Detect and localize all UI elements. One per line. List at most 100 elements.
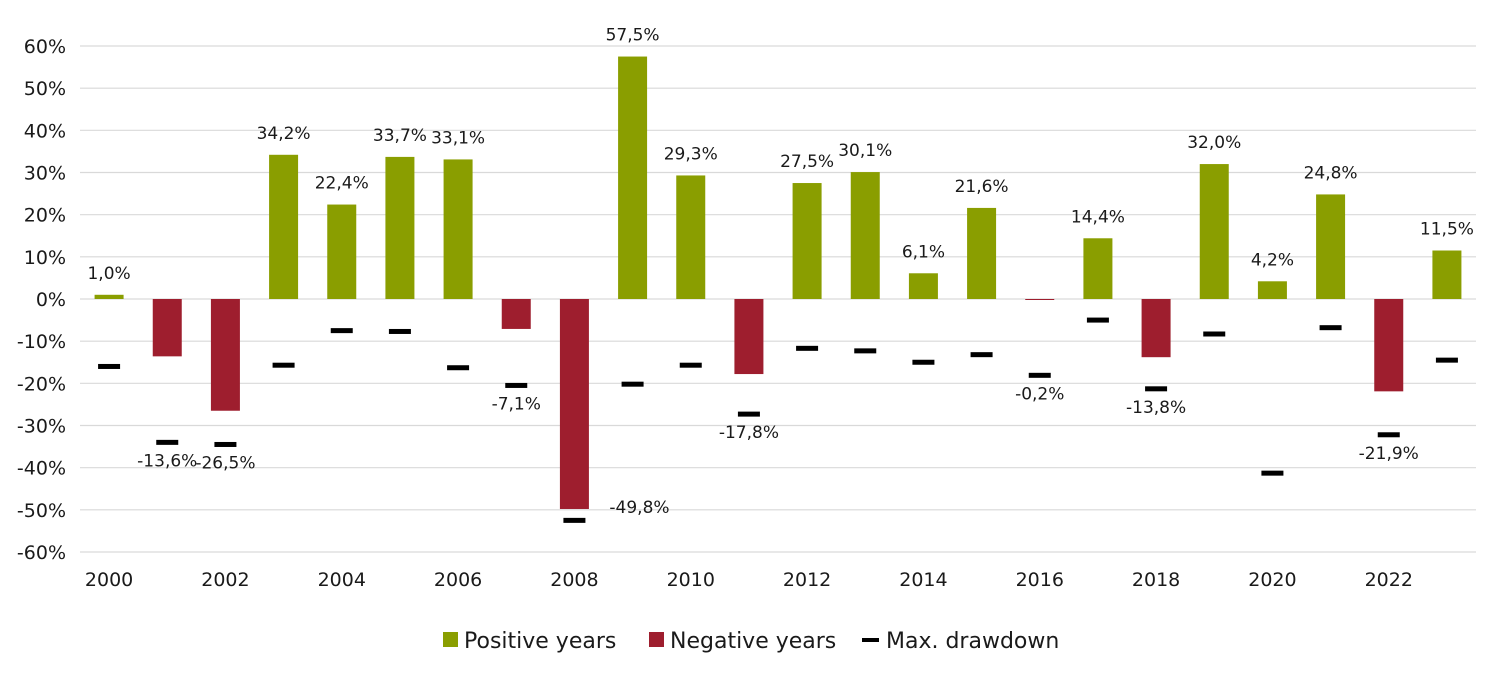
y-axis: 60% 50% 40% 30% 20% 10% 0% -10% -20% -30% -40% -50%… <box>17 36 66 564</box>
bar-positive <box>1316 194 1346 299</box>
y-tick-label: -40% <box>17 458 66 480</box>
data-label: 11,5% <box>1420 220 1474 240</box>
bar-negative <box>1374 299 1404 392</box>
drawdown-marker <box>1435 357 1458 363</box>
drawdown-marker <box>737 411 760 417</box>
legend-label-positive: Positive years <box>464 629 616 654</box>
legend-swatch-negative <box>649 632 664 647</box>
data-label: 33,7% <box>373 126 427 146</box>
drawdown-marker <box>621 381 644 387</box>
bar-positive <box>327 204 357 299</box>
data-label: 34,2% <box>257 124 311 144</box>
bar-positive <box>850 172 880 299</box>
bar-positive <box>269 154 299 299</box>
drawdown-markers <box>98 317 1458 523</box>
y-tick-label: -20% <box>17 373 66 395</box>
bar-negative <box>1025 299 1055 300</box>
y-tick-label: 60% <box>24 36 66 58</box>
drawdown-marker <box>912 359 935 365</box>
y-tick-label: 10% <box>24 247 66 269</box>
y-tick-label: -30% <box>17 416 66 438</box>
drawdown-marker <box>970 352 993 358</box>
drawdown-marker <box>330 328 353 334</box>
drawdown-marker <box>563 517 586 523</box>
data-label: -13,8% <box>1126 398 1186 418</box>
y-tick-label: 50% <box>24 78 66 100</box>
bar-positive <box>1083 238 1113 299</box>
bar-negative <box>734 299 764 375</box>
y-tick-label: 40% <box>24 120 66 142</box>
data-label: -17,8% <box>719 423 779 443</box>
data-label: -7,1% <box>492 394 541 414</box>
drawdown-marker <box>679 362 702 368</box>
drawdown-marker <box>1319 325 1342 331</box>
x-tick-label: 2002 <box>201 569 249 591</box>
drawdown-marker <box>98 363 121 369</box>
y-tick-label: -10% <box>17 331 66 353</box>
bars <box>94 56 1462 509</box>
drawdown-marker <box>854 348 877 354</box>
bar-negative <box>152 299 182 357</box>
x-tick-label: 2014 <box>899 569 947 591</box>
y-tick-label: -60% <box>17 542 66 564</box>
data-label: 32,0% <box>1187 133 1241 153</box>
data-label: -0,2% <box>1015 384 1064 404</box>
bar-positive <box>967 207 997 299</box>
bar-positive <box>792 183 822 299</box>
bar-negative <box>1141 299 1171 358</box>
data-label: -21,9% <box>1359 444 1419 464</box>
bar-positive <box>94 294 124 299</box>
legend-swatch-drawdown <box>862 638 879 642</box>
x-tick-label: 2006 <box>434 569 482 591</box>
data-label: 21,6% <box>955 177 1009 197</box>
bar-positive <box>676 175 706 299</box>
data-label: 29,3% <box>664 144 718 164</box>
drawdown-marker <box>1261 470 1284 476</box>
legend: Positive years Negative years Max. drawd… <box>443 629 1059 654</box>
bar-positive <box>385 156 415 299</box>
x-tick-label: 2012 <box>783 569 831 591</box>
x-tick-label: 2020 <box>1248 569 1296 591</box>
bar-positive <box>618 56 648 299</box>
drawdown-marker <box>1145 386 1168 392</box>
x-tick-label: 2008 <box>550 569 598 591</box>
drawdown-marker <box>1377 432 1400 438</box>
data-label: 22,4% <box>315 174 369 194</box>
drawdown-marker <box>1028 372 1051 378</box>
x-tick-label: 2000 <box>85 569 133 591</box>
data-label: 6,1% <box>902 242 945 262</box>
bar-negative <box>559 299 589 509</box>
drawdown-marker <box>1086 317 1109 323</box>
drawdown-marker <box>505 382 528 388</box>
y-tick-label: 0% <box>36 289 66 311</box>
drawdown-marker <box>447 365 470 371</box>
y-tick-label: 20% <box>24 205 66 227</box>
data-label: 57,5% <box>606 26 660 46</box>
data-label: 30,1% <box>838 141 892 161</box>
legend-label-negative: Negative years <box>670 629 836 654</box>
drawdown-marker <box>214 441 237 447</box>
bar-positive <box>1432 250 1462 299</box>
data-label: 1,0% <box>87 264 130 284</box>
bar-negative <box>210 299 240 411</box>
x-tick-label: 2022 <box>1365 569 1413 591</box>
legend-swatch-positive <box>443 632 458 647</box>
drawdown-marker <box>796 345 819 351</box>
y-tick-label: 30% <box>24 163 66 185</box>
data-label: 27,5% <box>780 152 834 172</box>
drawdown-marker <box>156 439 179 445</box>
data-labels: 1,0% -13,6%-26,5% 34,2% 22,4% 33,7% 33,1% -7,1… <box>87 26 1473 518</box>
bar-positive <box>908 273 938 299</box>
drawdown-marker <box>1203 331 1226 337</box>
data-label: -26,5% <box>195 453 255 473</box>
y-tick-label: -50% <box>17 500 66 522</box>
x-tick-label: 2016 <box>1016 569 1064 591</box>
data-label: 24,8% <box>1304 163 1358 183</box>
x-tick-label: 2018 <box>1132 569 1180 591</box>
data-label: -13,6% <box>137 451 197 471</box>
legend-label-drawdown: Max. drawdown <box>886 629 1059 654</box>
bar-positive <box>443 159 473 299</box>
bar-positive <box>1257 281 1287 299</box>
data-label: -49,8% <box>609 498 669 518</box>
